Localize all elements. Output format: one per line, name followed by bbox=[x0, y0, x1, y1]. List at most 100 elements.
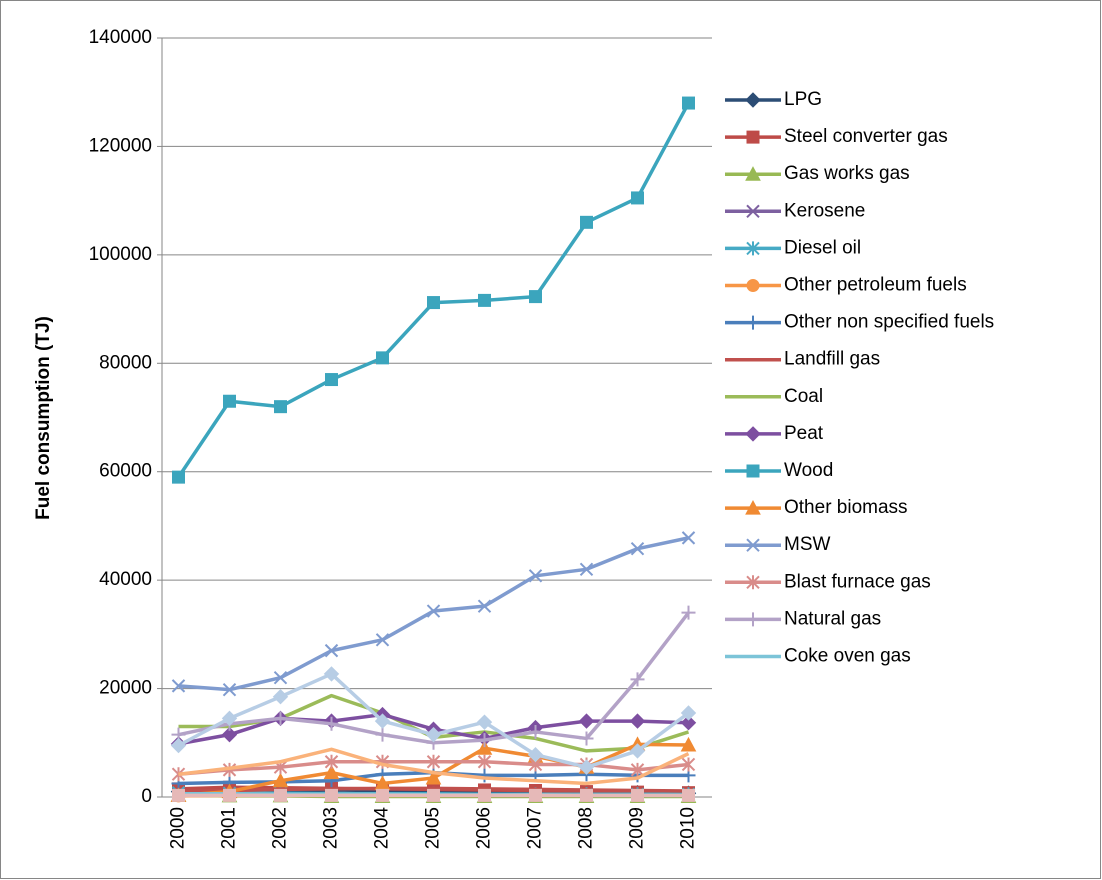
y-tick-label: 120000 bbox=[89, 135, 152, 156]
data-point bbox=[629, 743, 646, 759]
data-point bbox=[579, 731, 594, 746]
data-point bbox=[221, 726, 238, 743]
data-point bbox=[376, 788, 389, 802]
data-point bbox=[580, 215, 593, 229]
y-tick-label: 140000 bbox=[89, 27, 152, 48]
y-tick-label: 0 bbox=[141, 786, 152, 807]
legend-label: Wood bbox=[784, 460, 833, 481]
data-point bbox=[680, 715, 697, 731]
legend-label: MSW bbox=[784, 534, 831, 555]
data-point bbox=[273, 711, 288, 726]
x-tick-label: 2005 bbox=[423, 807, 444, 849]
legend-label: Steel converter gas bbox=[784, 126, 948, 147]
data-point bbox=[374, 713, 391, 729]
x-tick-label: 2008 bbox=[576, 807, 597, 849]
data-point bbox=[477, 733, 492, 748]
legend-label: Coal bbox=[784, 386, 823, 407]
data-point bbox=[682, 788, 695, 802]
y-tick-label: 60000 bbox=[99, 461, 152, 482]
data-point bbox=[323, 764, 340, 780]
x-tick-label: 2003 bbox=[321, 807, 342, 849]
data-point bbox=[273, 671, 288, 685]
legend-label: Coke oven gas bbox=[784, 646, 911, 667]
data-point bbox=[324, 643, 339, 658]
data-point bbox=[629, 713, 646, 729]
legend-label: Peat bbox=[784, 423, 824, 444]
legend-marker bbox=[746, 130, 760, 144]
legend-marker bbox=[746, 538, 760, 552]
legend-label: Kerosene bbox=[784, 200, 865, 221]
legend-marker bbox=[746, 279, 760, 292]
legend-marker bbox=[746, 241, 760, 256]
legend-marker bbox=[746, 315, 760, 330]
data-point bbox=[171, 679, 186, 693]
legend-marker bbox=[745, 426, 761, 442]
x-tick-label: 2010 bbox=[678, 807, 699, 849]
data-point bbox=[375, 633, 390, 647]
data-point bbox=[325, 788, 338, 802]
data-point bbox=[170, 737, 187, 754]
x-tick-label: 2002 bbox=[270, 807, 291, 849]
legend-marker bbox=[745, 500, 761, 515]
data-point bbox=[476, 714, 493, 730]
data-point bbox=[680, 736, 697, 752]
legend-label: Diesel oil bbox=[784, 237, 861, 258]
legend-marker bbox=[746, 464, 760, 478]
data-point bbox=[681, 757, 696, 772]
legend-label: Natural gas bbox=[784, 608, 881, 629]
legend-label: Gas works gas bbox=[784, 163, 910, 184]
data-point bbox=[476, 740, 493, 755]
data-point bbox=[426, 754, 441, 769]
data-point bbox=[376, 351, 389, 365]
data-point bbox=[323, 666, 340, 682]
data-point bbox=[222, 682, 237, 697]
legend-marker bbox=[745, 166, 761, 181]
data-point bbox=[631, 191, 644, 205]
x-tick-label: 2006 bbox=[474, 807, 495, 849]
data-point bbox=[425, 769, 442, 785]
legend-label: Other petroleum fuels bbox=[784, 275, 967, 296]
y-tick-label: 20000 bbox=[99, 678, 152, 699]
y-tick-label: 80000 bbox=[99, 352, 152, 373]
data-point bbox=[630, 672, 645, 687]
data-point bbox=[579, 562, 594, 577]
data-point bbox=[172, 470, 185, 484]
data-point bbox=[172, 788, 185, 802]
y-axis-title: Fuel consumption (TJ) bbox=[33, 316, 54, 520]
data-point bbox=[427, 788, 440, 802]
data-point bbox=[681, 605, 696, 620]
data-point bbox=[221, 710, 238, 727]
legend-marker bbox=[746, 612, 760, 627]
x-tick-label: 2001 bbox=[219, 807, 240, 849]
data-point bbox=[223, 788, 236, 802]
data-point bbox=[680, 705, 697, 721]
data-point bbox=[223, 394, 236, 408]
data-point bbox=[425, 726, 442, 743]
data-point bbox=[324, 754, 339, 769]
data-point bbox=[477, 599, 492, 613]
data-point bbox=[681, 531, 696, 545]
x-tick-label: 2009 bbox=[627, 807, 648, 849]
data-point bbox=[272, 688, 289, 705]
data-point bbox=[477, 754, 492, 769]
data-point bbox=[682, 96, 695, 110]
data-point bbox=[529, 788, 542, 802]
legend-label: Blast furnace gas bbox=[784, 571, 931, 592]
data-point bbox=[578, 713, 595, 729]
data-point bbox=[375, 727, 390, 742]
data-point bbox=[325, 373, 338, 387]
legend-label: Other non specified fuels bbox=[784, 312, 994, 333]
data-point bbox=[580, 788, 593, 802]
data-point bbox=[527, 747, 544, 763]
data-point bbox=[478, 293, 491, 307]
data-point bbox=[324, 716, 339, 731]
x-tick-label: 2007 bbox=[525, 807, 546, 849]
data-point bbox=[274, 400, 287, 414]
y-tick-label: 100000 bbox=[89, 244, 152, 265]
series-line bbox=[178, 747, 690, 786]
legend-label: LPG bbox=[784, 89, 822, 110]
data-point bbox=[426, 604, 441, 618]
data-point bbox=[427, 296, 440, 310]
data-point bbox=[477, 768, 492, 783]
